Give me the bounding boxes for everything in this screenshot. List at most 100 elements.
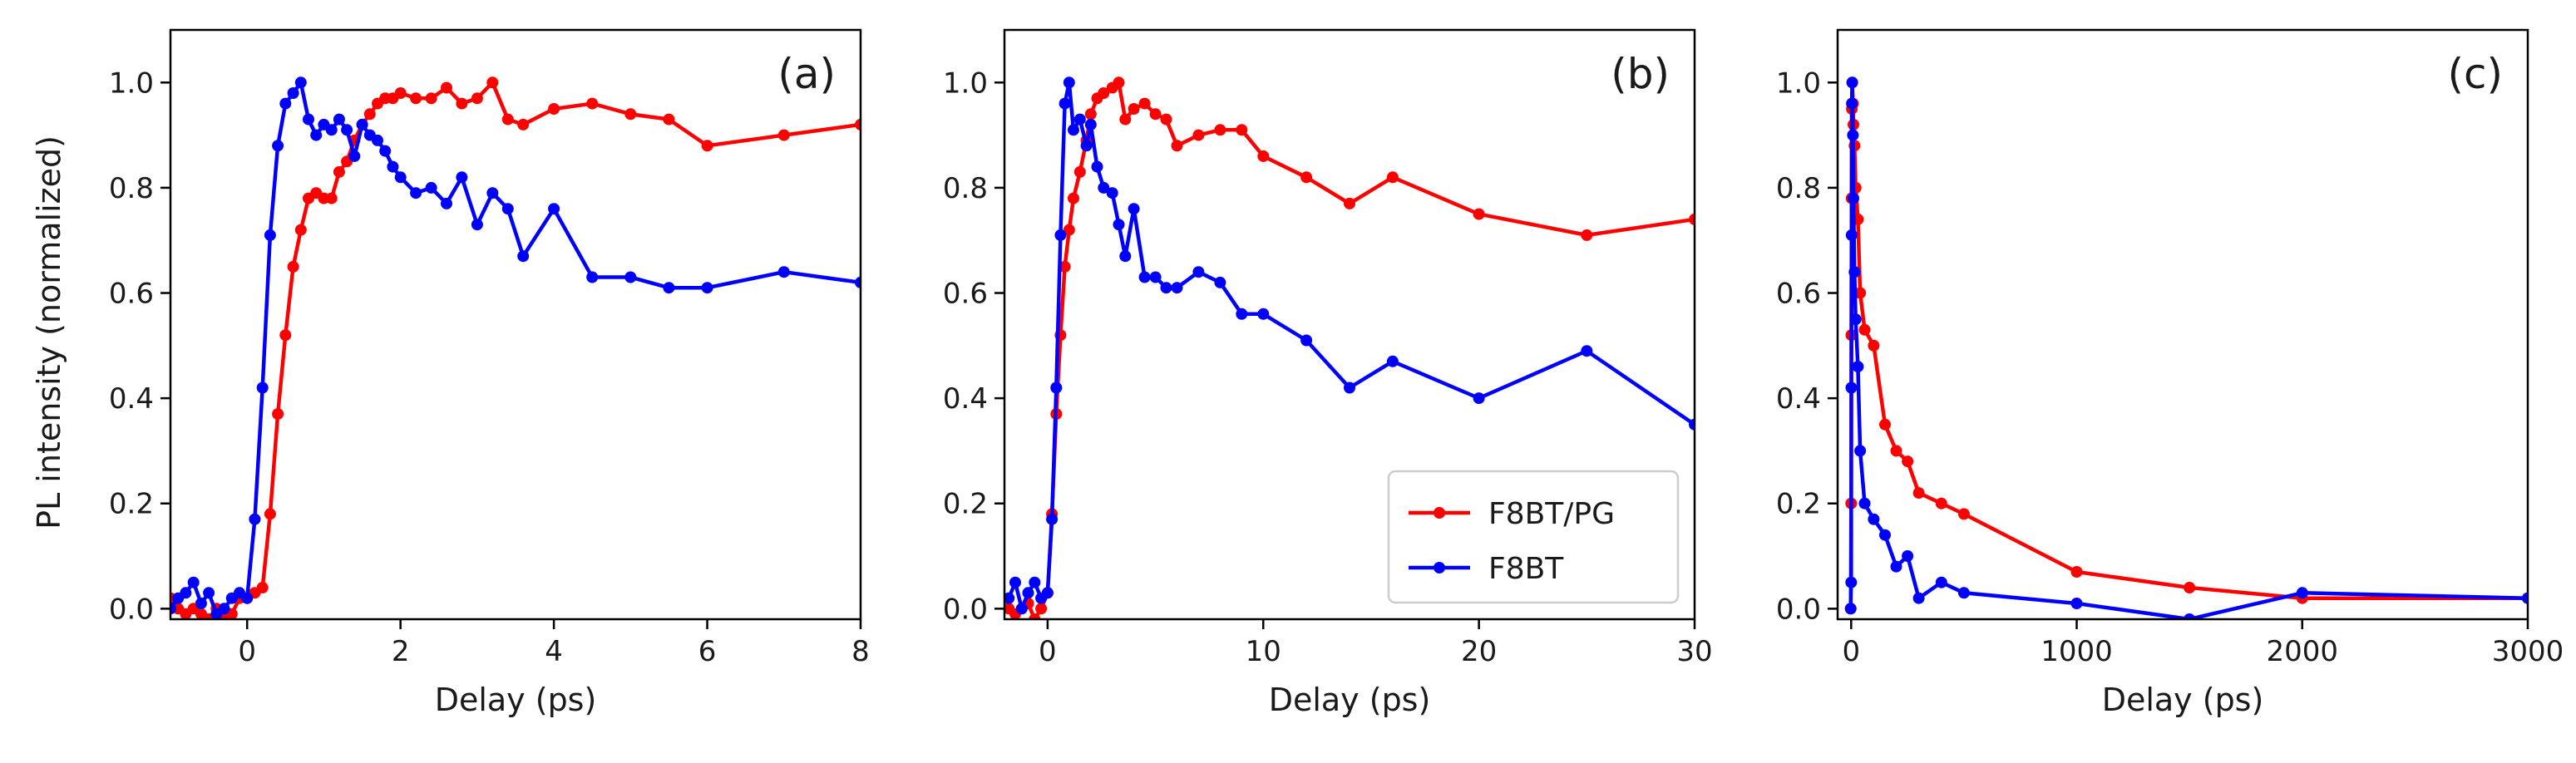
- data-point: [1236, 124, 1248, 136]
- x-tick-label: 3000: [2492, 635, 2564, 668]
- x-tick-label: 6: [698, 635, 717, 668]
- x-tick-label: 2: [392, 635, 410, 668]
- data-point: [2070, 598, 2083, 609]
- data-point: [471, 92, 483, 105]
- y-tick-label: 1.0: [109, 66, 154, 100]
- series-f8bt-pg: [170, 76, 861, 619]
- data-point: [1119, 113, 1132, 126]
- series-line: [170, 81, 861, 619]
- data-point: [1035, 603, 1048, 615]
- data-point: [1119, 250, 1132, 263]
- series-line: [170, 81, 861, 616]
- data-point: [1192, 129, 1205, 141]
- data-point: [333, 165, 345, 178]
- data-point: [1689, 213, 1695, 225]
- data-point: [279, 97, 292, 110]
- y-tick-label: 0.8: [109, 172, 154, 205]
- data-point: [1879, 529, 1891, 541]
- data-point: [2296, 587, 2308, 599]
- data-point: [1098, 87, 1110, 99]
- data-point: [1300, 334, 1313, 347]
- x-tick-label: 0: [1842, 635, 1860, 668]
- data-point: [1084, 108, 1097, 121]
- data-point: [1902, 550, 1914, 562]
- data-point: [1854, 445, 1867, 457]
- data-point: [1059, 260, 1071, 273]
- x-tick-label: 20: [1461, 635, 1497, 668]
- data-point: [501, 203, 514, 215]
- data-point: [333, 113, 345, 126]
- data-point: [1935, 497, 1947, 509]
- data-point: [663, 282, 675, 294]
- data-point: [1068, 124, 1079, 136]
- data-point: [1847, 129, 1859, 141]
- data-point: [279, 329, 292, 342]
- y-tick-label: 0.2: [109, 488, 154, 521]
- data-point: [287, 87, 299, 99]
- legend-box: [1387, 470, 1680, 604]
- data-point: [1160, 113, 1172, 126]
- data-point: [341, 124, 353, 136]
- data-point: [855, 118, 861, 130]
- data-point: [1068, 192, 1079, 204]
- data-point: [425, 181, 437, 194]
- data-point: [1890, 445, 1902, 457]
- legend-entry-f8bt: F8BT: [1409, 552, 1564, 586]
- y-tick-label: 0.6: [109, 278, 154, 311]
- data-point: [855, 276, 861, 288]
- y-tick-label: 0.8: [1776, 172, 1821, 205]
- data-point: [1849, 313, 1862, 326]
- y-tick-label: 0.4: [1776, 382, 1821, 416]
- data-point: [1386, 355, 1399, 367]
- data-point: [1868, 339, 1880, 352]
- data-point: [441, 197, 452, 209]
- data-point: [1473, 392, 1485, 405]
- data-point: [1912, 592, 1925, 604]
- panel-c: 0 1000 2000 3000 0.0 0.2 0.4 0.6 0.8 1.0 Delay (ps…: [1776, 28, 2564, 718]
- data-point: [264, 508, 276, 520]
- y-tick-label: 0.2: [1776, 488, 1821, 521]
- data-point: [310, 129, 323, 141]
- data-point: [1957, 508, 1970, 520]
- panel-label: (a): [777, 50, 836, 98]
- series-f8bt: [1844, 76, 2528, 619]
- y-tick-label: 0.2: [943, 488, 988, 521]
- data-point: [1581, 229, 1593, 241]
- data-point: [586, 271, 599, 283]
- data-point: [1022, 587, 1034, 599]
- data-point: [1300, 171, 1313, 184]
- data-point: [195, 598, 207, 609]
- data-point: [1344, 382, 1355, 394]
- data-point: [363, 108, 376, 121]
- panel-b: 0 10 20 30 0.0 0.2 0.4 0.6 0.8 1.0 Delay (ps) (b): [943, 28, 1713, 718]
- y-tick-label: 0.0: [943, 593, 988, 626]
- data-point: [1868, 513, 1880, 525]
- x-tick-label: 1000: [2041, 635, 2113, 668]
- data-point: [486, 76, 499, 89]
- data-point: [1236, 308, 1248, 320]
- x-tick-label: 4: [545, 635, 563, 668]
- data-point: [1054, 229, 1067, 241]
- data-point: [624, 108, 637, 121]
- data-point: [501, 113, 514, 126]
- panel-a: 0 2 4 6 8 0.0 0.2 0.4 0.6 0.8 1.0 Delay (ps) (a): [109, 28, 870, 718]
- legend-marker: [1434, 507, 1445, 519]
- data-point: [1015, 603, 1028, 615]
- data-point: [394, 171, 407, 184]
- data-point: [456, 171, 468, 184]
- data-point: [1957, 587, 1970, 599]
- data-point: [701, 140, 713, 152]
- data-point: [1854, 287, 1867, 299]
- data-point: [272, 140, 284, 152]
- data-point: [1004, 592, 1015, 604]
- data-point: [1858, 497, 1871, 509]
- data-point: [663, 113, 675, 126]
- legend-label: F8BT/PG: [1488, 497, 1615, 531]
- y-tick-label: 0.8: [943, 172, 988, 205]
- data-point: [218, 603, 230, 615]
- data-point: [1073, 113, 1086, 126]
- data-point: [187, 576, 200, 588]
- y-tick-label: 0.6: [943, 278, 988, 311]
- data-point: [1879, 418, 1891, 431]
- data-point: [1473, 208, 1485, 220]
